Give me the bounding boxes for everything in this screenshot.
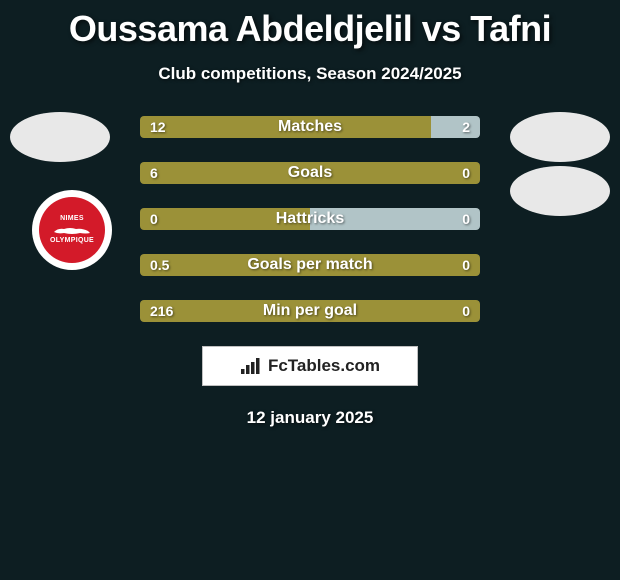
player2-avatar bbox=[510, 112, 610, 162]
club-name-top: NIMES bbox=[60, 215, 84, 223]
stat-label: Goals bbox=[140, 162, 480, 184]
stat-label: Goals per match bbox=[140, 254, 480, 276]
crocodile-icon bbox=[52, 223, 92, 237]
stat-row: Matches12 2 bbox=[140, 116, 480, 138]
stat-value-right: 0 bbox=[462, 300, 470, 322]
club-badge: NIMES OLYMPIQUE bbox=[32, 190, 112, 270]
fctables-logo[interactable]: FcTables.com bbox=[202, 346, 418, 386]
bar-chart-icon bbox=[240, 357, 262, 375]
stat-row: Min per goal216 0 bbox=[140, 300, 480, 322]
stat-row: Goals6 0 bbox=[140, 162, 480, 184]
stat-row: Hattricks0 0 bbox=[140, 208, 480, 230]
stat-value-left: 12 bbox=[150, 116, 166, 138]
stat-label: Min per goal bbox=[140, 300, 480, 322]
player1-avatar bbox=[10, 112, 110, 162]
stat-value-left: 216 bbox=[150, 300, 173, 322]
player2-avatar-secondary bbox=[510, 166, 610, 216]
stat-value-left: 6 bbox=[150, 162, 158, 184]
subtitle: Club competitions, Season 2024/2025 bbox=[0, 64, 620, 84]
club-badge-inner: NIMES OLYMPIQUE bbox=[39, 197, 105, 263]
club-name-bottom: OLYMPIQUE bbox=[50, 237, 94, 245]
stat-value-right: 0 bbox=[462, 162, 470, 184]
stat-value-right: 0 bbox=[462, 208, 470, 230]
stat-value-right: 0 bbox=[462, 254, 470, 276]
stat-value-left: 0.5 bbox=[150, 254, 169, 276]
logo-text: FcTables.com bbox=[268, 356, 380, 376]
stat-value-left: 0 bbox=[150, 208, 158, 230]
stat-row: Goals per match0.5 0 bbox=[140, 254, 480, 276]
stats-area: Matches122Goals60Hattricks00Goals per ma… bbox=[140, 116, 480, 322]
stat-label: Hattricks bbox=[140, 208, 480, 230]
date-label: 12 january 2025 bbox=[0, 408, 620, 428]
stat-label: Matches bbox=[140, 116, 480, 138]
stat-value-right: 2 bbox=[462, 116, 470, 138]
page-title: Oussama Abdeldjelil vs Tafni bbox=[0, 0, 620, 50]
